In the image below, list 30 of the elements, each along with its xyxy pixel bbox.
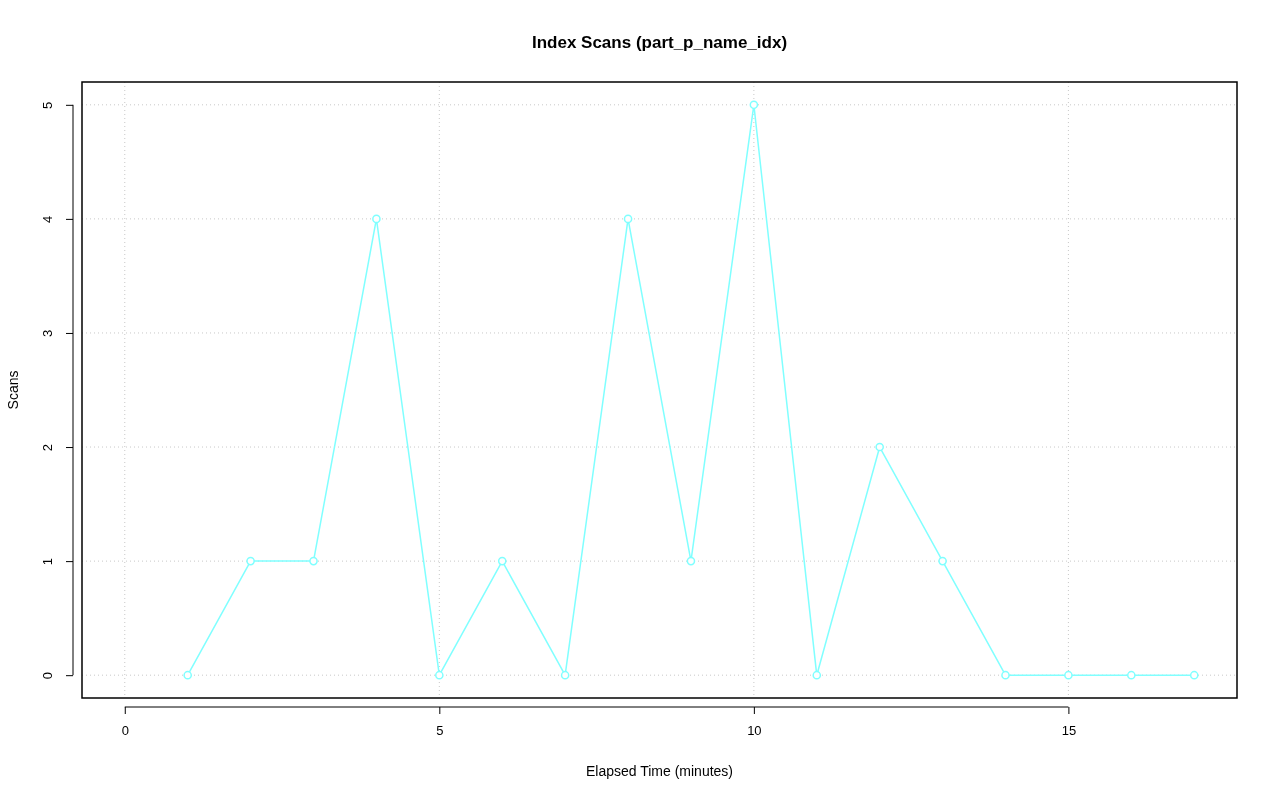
point (686, 556, 696, 566)
x-tick-label: 5 (436, 723, 444, 739)
y-tick-label: 5 (40, 101, 56, 109)
point (749, 100, 759, 110)
point (938, 556, 947, 566)
y-tick-label: 2 (40, 443, 56, 452)
point (309, 556, 318, 566)
y-tick-label: 4 (40, 215, 56, 224)
x-tick-label: 10 (747, 723, 762, 739)
y-tick-label: 0 (40, 672, 56, 680)
point (1064, 670, 1073, 680)
y-tick-label: 3 (40, 329, 56, 338)
point (183, 670, 192, 680)
point (560, 670, 570, 680)
point (812, 670, 822, 680)
point (1189, 670, 1199, 680)
x-tick-label: 15 (1061, 723, 1077, 739)
point (1001, 670, 1010, 680)
point (372, 214, 381, 224)
chart-title: Index Scans (part_p_name_idx) (531, 33, 788, 52)
x-axis-title: Elapsed Time (minutes) (585, 763, 734, 779)
point (497, 556, 507, 566)
point (246, 556, 255, 566)
y-tick-label: 1 (40, 557, 56, 566)
x-tick-label: 0 (121, 723, 129, 739)
point (1127, 670, 1136, 680)
point (875, 442, 884, 452)
point (623, 214, 633, 224)
y-axis-title: Scans (5, 370, 21, 410)
point (435, 670, 444, 680)
